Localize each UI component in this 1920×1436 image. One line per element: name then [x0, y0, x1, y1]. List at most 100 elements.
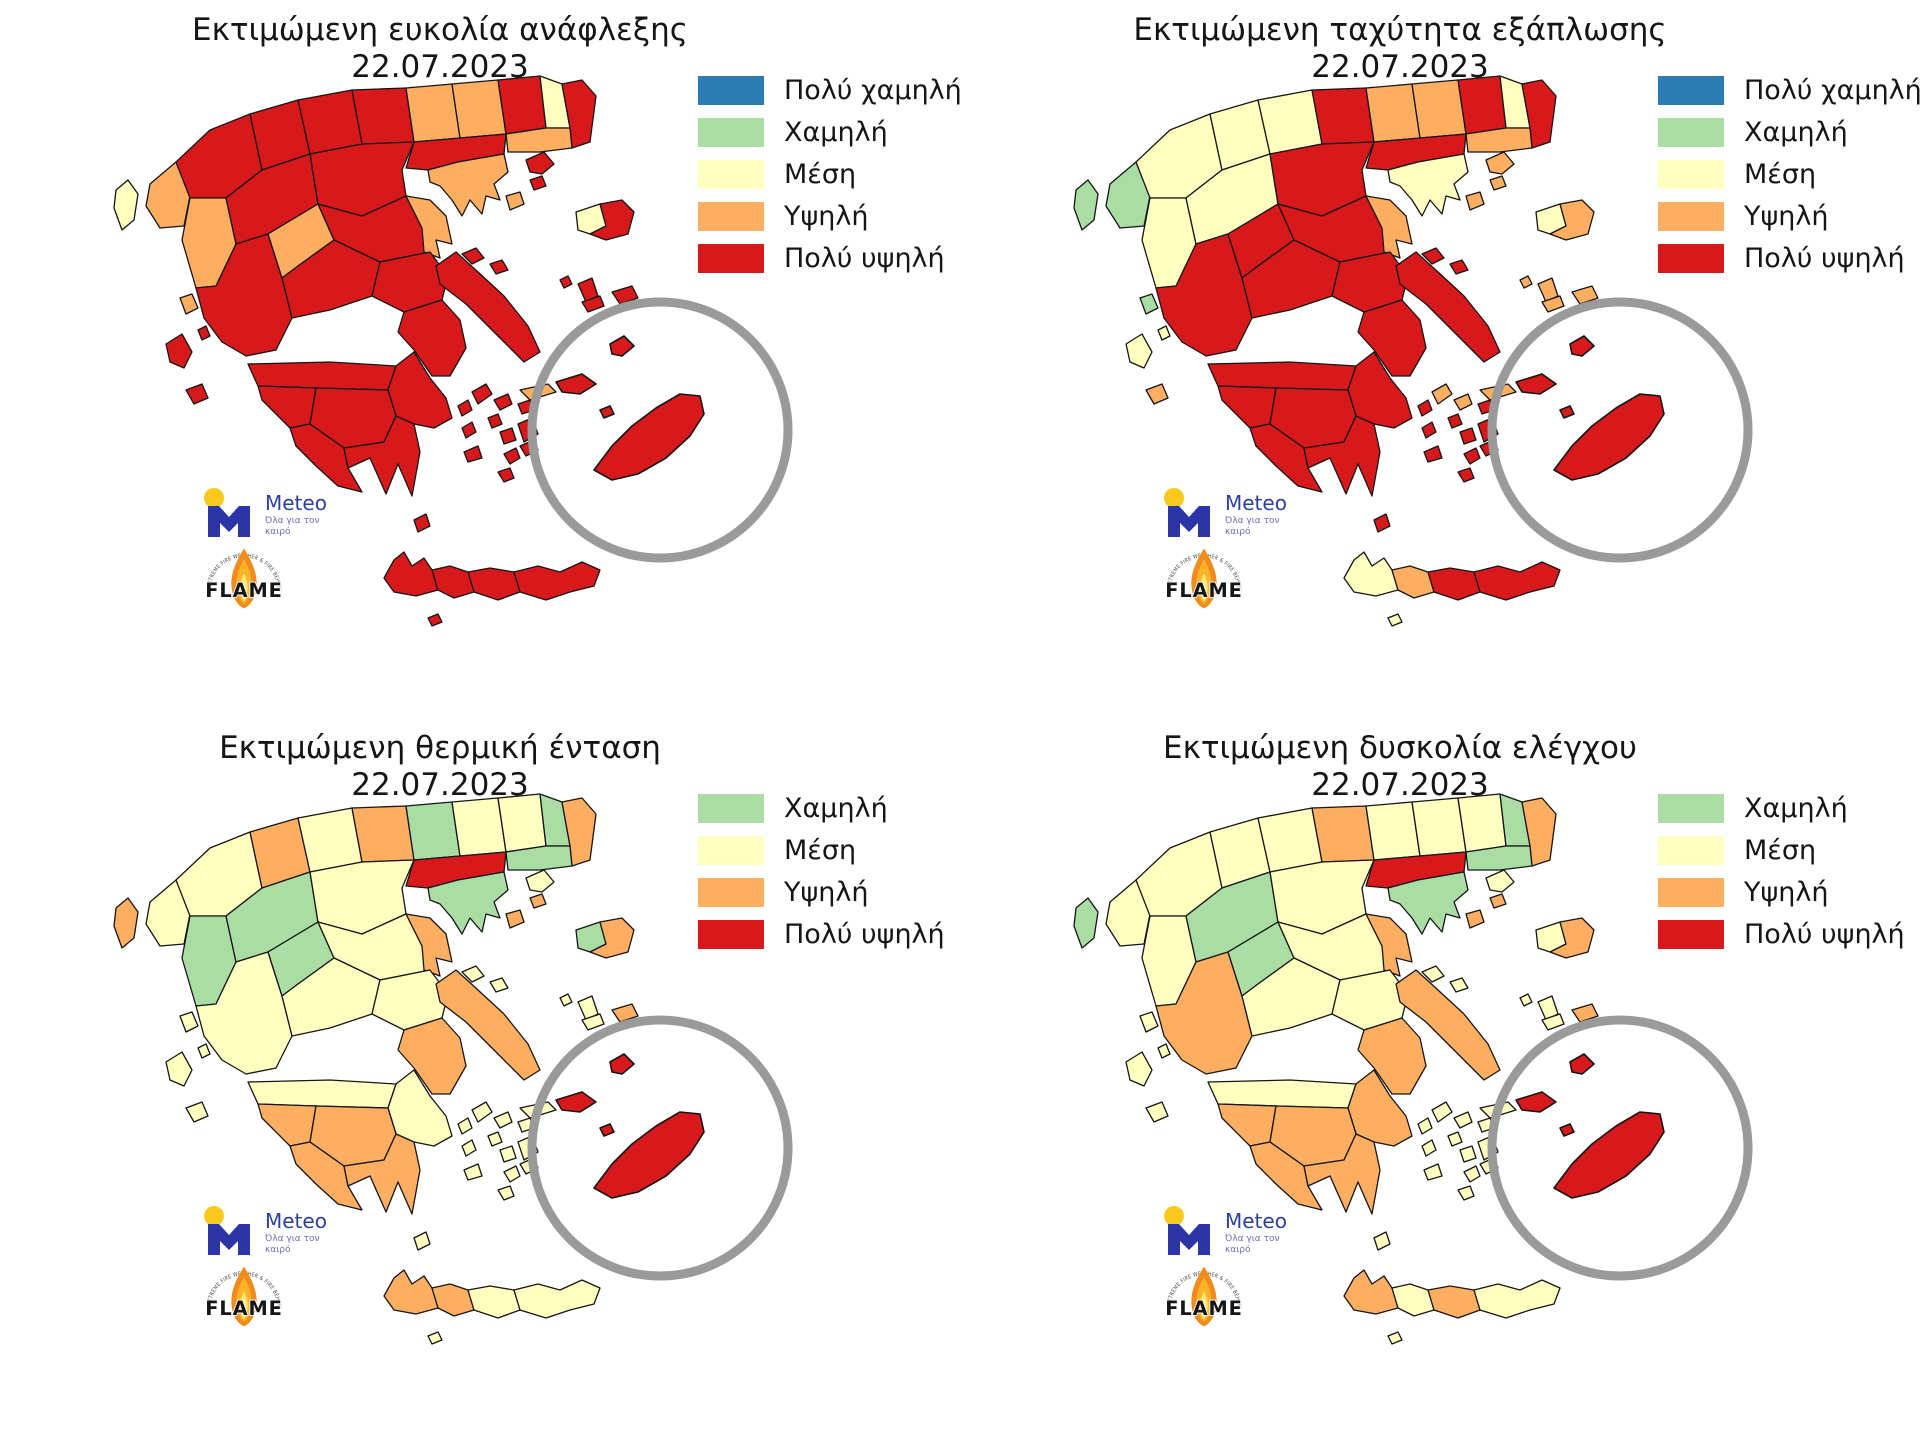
meteo-wordmark: Meteo — [265, 491, 327, 515]
region-tinos — [1453, 393, 1473, 411]
region-ithaki — [1157, 325, 1171, 341]
legend-row-low: Χαμηλή — [698, 793, 945, 824]
legend-swatch-very_high — [698, 920, 764, 949]
region-ios — [1463, 1165, 1481, 1183]
region-ikaria — [1541, 1013, 1565, 1031]
flame-core — [1200, 1291, 1208, 1320]
region-chalkidiki — [1387, 153, 1469, 217]
region-samos — [1571, 1003, 1599, 1023]
region-tinos — [1453, 1111, 1473, 1129]
region-serres — [1411, 79, 1467, 139]
region-milos — [1423, 1163, 1443, 1181]
risk-legend: Χαμηλή Μέση Υψηλή Πολύ υψηλή — [1658, 793, 1905, 950]
flame-wordmark: FLAME — [1165, 579, 1242, 602]
region-lesbos_e — [1549, 917, 1595, 959]
region-lefkada — [179, 293, 199, 315]
inset-region-rhodes — [1553, 1111, 1665, 1199]
region-samothrace — [1489, 893, 1507, 909]
region-zakynthos — [185, 1101, 209, 1123]
meteo-text: Meteo Όλα για τον καιρό — [265, 1211, 327, 1257]
region-elis — [257, 1103, 317, 1147]
region-serres — [1411, 797, 1467, 857]
legend-label: Πολύ υψηλή — [784, 919, 945, 950]
inset-region-rhodes — [593, 393, 705, 481]
region-elis — [257, 385, 317, 429]
region-paros — [499, 427, 517, 445]
legend-label: Πολύ χαμηλή — [1744, 75, 1920, 106]
region-psara — [559, 993, 573, 1007]
region-pella — [1311, 87, 1375, 145]
region-samos — [611, 1003, 639, 1023]
region-laconia — [343, 1133, 421, 1215]
region-heraklion — [467, 1285, 521, 1319]
region-samos — [1571, 285, 1599, 305]
region-kea — [457, 1117, 473, 1135]
region-kavala — [1465, 127, 1533, 153]
legend-label: Χαμηλή — [1744, 117, 1848, 148]
region-syros — [487, 1131, 503, 1147]
legend-row-high: Υψηλή — [1658, 877, 1905, 908]
legend-row-very_high: Πολύ υψηλή — [1658, 243, 1920, 274]
region-sporades_a — [1421, 965, 1445, 983]
inset-region-tilos — [599, 1123, 615, 1137]
legend-swatch-low — [1658, 794, 1724, 823]
region-magnesia — [405, 913, 453, 977]
meteo-m-icon — [204, 488, 250, 537]
region-kozani — [297, 807, 363, 873]
region-kythnos — [1421, 1139, 1437, 1157]
flame-badge: EXTREME FIRE WEATHER & FIRE BEHAVIOURFLA… — [198, 1252, 288, 1344]
region-syros — [1447, 1131, 1463, 1147]
region-lesbos_e — [589, 917, 635, 959]
legend-row-high: Υψηλή — [698, 201, 960, 232]
region-chalkidiki — [427, 153, 509, 217]
region-euboea — [1395, 969, 1501, 1081]
region-ios — [1463, 447, 1481, 465]
region-heraklion — [467, 567, 521, 601]
region-kea — [1417, 399, 1433, 417]
region-ithaki — [1157, 1043, 1171, 1059]
inset-region-halki — [1515, 1091, 1557, 1113]
region-laconia — [343, 415, 421, 497]
meteo-wordmark: Meteo — [1225, 491, 1287, 515]
region-gavdos — [427, 1331, 443, 1345]
region-corfu — [113, 897, 139, 949]
flame-wordmark: FLAME — [205, 579, 282, 602]
region-thasos — [505, 909, 525, 929]
panel-title: Εκτιμώμενη δυσκολία ελέγχου 22.07.2023 — [960, 730, 1840, 804]
legend-row-medium: Μέση — [1658, 159, 1920, 190]
region-zakynthos — [185, 383, 209, 405]
region-kythira — [1373, 513, 1391, 533]
inset-region-tilos — [1559, 405, 1575, 419]
region-santorini — [1457, 467, 1475, 483]
legend-label: Υψηλή — [1744, 201, 1829, 232]
meteo-wordmark: Meteo — [1225, 1209, 1287, 1233]
legend-row-very_low: Πολύ χαμηλή — [1658, 75, 1920, 106]
legend-label: Χαμηλή — [1744, 793, 1848, 824]
region-attica — [397, 299, 467, 377]
region-sporades_a — [1421, 247, 1445, 265]
region-zakynthos — [1145, 383, 1169, 405]
region-lefkada — [1139, 293, 1159, 315]
region-andros — [471, 383, 493, 405]
region-laconia — [1303, 415, 1381, 497]
legend-swatch-high — [698, 878, 764, 907]
region-sporades_b — [489, 259, 509, 275]
greece-map-ignition — [113, 75, 793, 627]
region-thasos — [1465, 909, 1485, 929]
region-ithaki — [197, 1043, 211, 1059]
region-lesbos_e — [1549, 199, 1595, 241]
legend-swatch-very_high — [698, 244, 764, 273]
meteo-m-shape — [1168, 506, 1210, 537]
legend-swatch-medium — [698, 836, 764, 865]
region-zakynthos — [1145, 1101, 1169, 1123]
flame-core — [240, 573, 248, 602]
region-elis — [1217, 1103, 1277, 1147]
region-ikaria — [581, 295, 605, 313]
region-ios — [503, 447, 521, 465]
region-kythira — [413, 513, 431, 533]
region-chania — [383, 1269, 439, 1315]
region-rethymno — [1391, 1283, 1435, 1317]
region-sporades_b — [489, 977, 509, 993]
legend-row-low: Χαμηλή — [698, 117, 960, 148]
